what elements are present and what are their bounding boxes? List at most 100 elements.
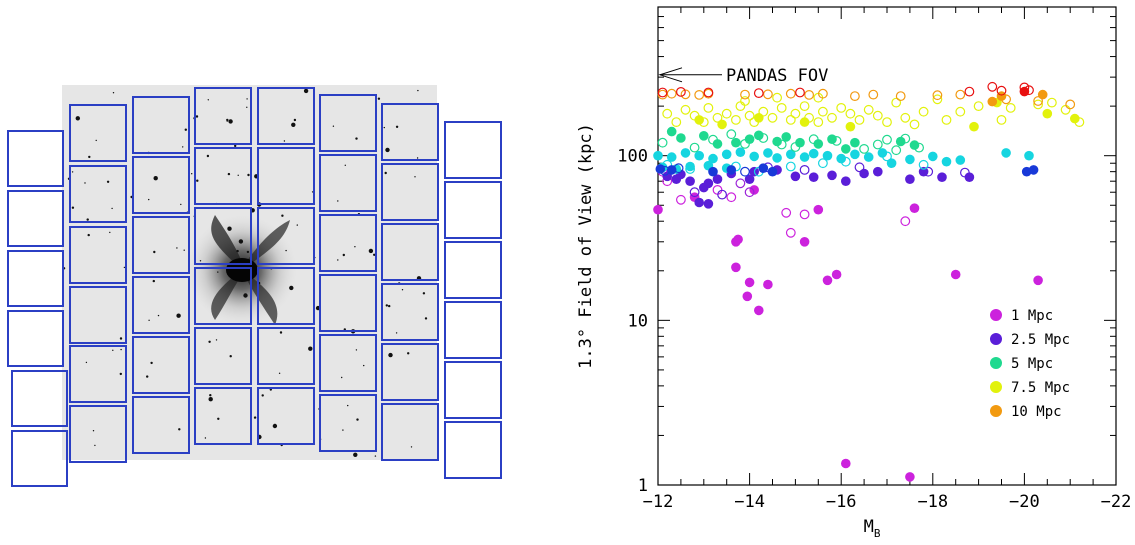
ccd-chip <box>444 421 502 479</box>
data-point-open <box>854 162 865 173</box>
star <box>344 164 346 166</box>
star <box>217 417 220 420</box>
ccd-chip <box>69 104 127 162</box>
star <box>112 92 115 94</box>
data-point-filled <box>749 151 759 162</box>
data-point-open <box>717 189 728 200</box>
data-point-open <box>1065 99 1076 110</box>
data-point-open <box>675 86 686 97</box>
star <box>237 174 239 176</box>
fov-scatter-panel: −12 −14 −16 −18 −20 −22 1 10 100 PANDAS FOV 1 Mp… <box>560 0 1135 541</box>
data-point-filled <box>808 172 819 182</box>
data-point-filled <box>813 139 824 149</box>
data-point-open <box>932 94 943 105</box>
data-point-open <box>804 89 815 100</box>
data-point-open <box>753 88 764 98</box>
ccd-chip <box>69 286 127 344</box>
data-point-open <box>900 216 911 227</box>
star <box>424 317 428 320</box>
star <box>272 423 278 429</box>
data-point-open <box>689 187 700 198</box>
data-point-filled <box>781 132 791 142</box>
data-point-filled <box>909 140 920 150</box>
data-point-open <box>657 137 668 148</box>
data-point-filled <box>767 166 778 177</box>
star <box>71 206 75 209</box>
star <box>401 289 404 291</box>
x-tick-label: −18 <box>917 492 948 512</box>
data-point-open <box>799 164 810 175</box>
data-point-open <box>872 139 883 150</box>
pandas-fov-arrow-head <box>658 67 683 83</box>
legend-label: 5 Mpc <box>1011 356 1053 372</box>
data-point-filled <box>703 178 714 189</box>
data-point-open <box>785 88 796 99</box>
star <box>209 394 212 397</box>
data-point-filled <box>726 165 737 175</box>
ccd-chip <box>69 345 127 403</box>
data-point-open <box>666 88 677 99</box>
data-point-filled <box>712 139 723 149</box>
data-point-open <box>689 142 700 153</box>
x-tick-label: −22 <box>1101 492 1132 512</box>
data-point-open <box>795 87 805 98</box>
ccd-chip <box>11 430 68 487</box>
data-point-filled <box>836 153 846 164</box>
ccd-chip <box>194 387 252 445</box>
data-point-filled <box>1024 150 1034 161</box>
data-point-filled <box>676 133 686 143</box>
data-point-open <box>785 227 796 238</box>
data-point-open <box>1047 97 1057 108</box>
star <box>196 179 199 182</box>
data-point-filled <box>987 96 998 107</box>
data-point-open <box>863 104 874 115</box>
data-point-open <box>813 117 824 127</box>
ccd-chip <box>7 190 64 247</box>
star <box>204 437 207 439</box>
ccd-chip <box>257 207 315 265</box>
star <box>385 147 390 153</box>
ccd-chip <box>132 276 190 334</box>
data-point-filled <box>666 165 677 175</box>
data-point-open <box>712 184 723 195</box>
data-point-open <box>657 89 668 100</box>
data-point-open <box>827 112 837 123</box>
data-point-open <box>712 112 723 123</box>
star <box>246 250 250 254</box>
ccd-chip <box>381 223 439 281</box>
data-point-filled <box>694 115 704 125</box>
ccd-chip <box>319 274 377 332</box>
data-point-open <box>818 158 828 169</box>
data-point-filled <box>790 171 801 182</box>
data-point-open <box>941 114 952 125</box>
data-point-filled <box>841 458 851 469</box>
x-tick-label: −14 <box>734 492 765 512</box>
data-point-open <box>675 194 686 205</box>
data-point-filled <box>749 185 759 195</box>
data-point-filled <box>877 148 888 158</box>
ccd-chip <box>319 334 377 392</box>
data-point-filled <box>1001 148 1011 158</box>
data-point-filled <box>863 152 874 162</box>
data-point-filled <box>941 156 952 167</box>
ccd-chip <box>257 147 315 205</box>
data-point-open <box>996 85 1007 96</box>
data-point-filled <box>754 113 764 123</box>
star <box>385 304 388 307</box>
data-point-filled <box>850 137 860 148</box>
star <box>384 171 387 175</box>
data-point-open <box>703 87 714 98</box>
data-point-open <box>1060 104 1071 115</box>
data-point-open <box>740 89 750 100</box>
star <box>347 404 349 407</box>
ccd-chip <box>381 103 439 161</box>
data-point-open <box>818 88 828 99</box>
ccd-chip <box>257 327 315 385</box>
star <box>281 214 284 217</box>
legend-marker <box>990 381 1002 393</box>
y-tick-label: 100 <box>617 147 648 167</box>
star <box>153 250 156 254</box>
data-point-filled <box>827 134 837 144</box>
data-point-open <box>776 102 787 113</box>
star <box>178 428 181 431</box>
